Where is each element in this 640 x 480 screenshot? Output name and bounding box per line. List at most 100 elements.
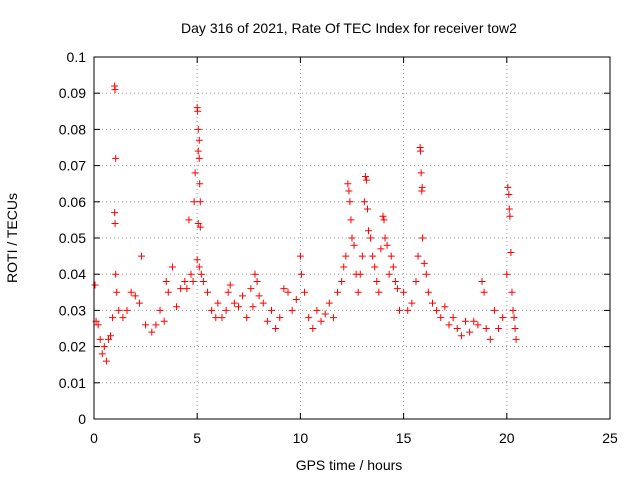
data-point: [196, 180, 204, 188]
grid-lines: [94, 57, 610, 419]
data-point: [284, 288, 292, 296]
data-point: [194, 107, 202, 115]
data-point: [505, 191, 513, 199]
data-point: [243, 314, 251, 322]
x-tick-label: 10: [293, 430, 309, 446]
y-tick-label: 0.02: [59, 339, 86, 355]
data-point: [195, 136, 203, 144]
data-point: [280, 285, 288, 293]
data-point: [276, 314, 284, 322]
data-point: [185, 216, 193, 224]
data-point: [272, 325, 280, 332]
data-point: [263, 317, 271, 325]
y-tick-label: 0.01: [59, 375, 86, 391]
data-point: [466, 328, 474, 336]
data-point: [162, 277, 170, 285]
data-point: [395, 306, 403, 314]
data-point: [194, 125, 202, 133]
x-axis-label: GPS time / hours: [296, 457, 403, 473]
data-point: [183, 285, 191, 293]
data-point: [445, 321, 453, 329]
data-point: [127, 288, 135, 296]
data-point: [408, 299, 416, 307]
data-point: [194, 220, 202, 228]
data-point: [379, 212, 387, 220]
y-tick-label: 0.06: [59, 194, 86, 210]
data-point: [437, 314, 445, 322]
data-point: [512, 335, 520, 343]
data-point: [251, 270, 259, 278]
data-point: [100, 343, 108, 351]
data-point: [94, 321, 102, 329]
data-point: [247, 285, 255, 293]
data-point: [181, 277, 189, 285]
data-point: [380, 216, 388, 224]
data-point: [91, 281, 99, 289]
data-point: [196, 223, 204, 231]
x-tick-label: 25: [602, 430, 618, 446]
data-point: [255, 292, 263, 300]
data-point: [422, 270, 430, 278]
data-point: [305, 314, 313, 322]
chart-title: Day 316 of 2021, Rate Of TEC Index for r…: [181, 20, 517, 36]
data-point: [321, 310, 329, 318]
data-point: [96, 335, 104, 343]
data-point: [358, 252, 366, 260]
data-point: [509, 306, 517, 314]
data-point: [208, 306, 216, 314]
data-point: [224, 288, 232, 296]
data-point: [508, 288, 516, 296]
data-point: [259, 299, 267, 307]
y-tick-label: 0.03: [59, 302, 86, 318]
x-tick-label: 15: [396, 430, 412, 446]
data-point: [417, 147, 425, 155]
x-tick-label: 0: [90, 430, 98, 446]
data-point: [104, 335, 112, 343]
data-point: [204, 288, 212, 296]
data-point: [239, 292, 247, 300]
data-point: [152, 321, 160, 329]
data-point: [107, 332, 115, 340]
data-point: [404, 306, 412, 314]
data-point: [385, 270, 393, 278]
data-point: [115, 306, 123, 314]
y-tick-label: 0.05: [59, 230, 86, 246]
data-point: [367, 234, 375, 242]
data-point: [142, 321, 150, 329]
data-point: [197, 270, 205, 278]
data-point: [510, 314, 518, 322]
data-point: [173, 303, 181, 311]
data-point: [230, 299, 238, 307]
data-point: [249, 303, 257, 311]
data-point: [457, 332, 465, 340]
data-point: [449, 314, 457, 322]
data-point: [191, 169, 199, 177]
data-point: [160, 317, 168, 325]
data-point: [417, 169, 425, 177]
data-point: [168, 263, 176, 271]
data-point: [381, 234, 389, 242]
data-point: [507, 248, 515, 256]
data-point: [137, 252, 145, 260]
data-point: [234, 303, 242, 311]
data-point: [195, 263, 203, 271]
data-points: [91, 82, 520, 365]
y-tick-label: 0: [78, 411, 86, 427]
data-point: [389, 263, 397, 271]
data-point: [391, 277, 399, 285]
data-point: [253, 277, 261, 285]
data-point: [288, 306, 296, 314]
data-point: [387, 252, 395, 260]
data-point: [194, 147, 202, 155]
data-point: [462, 317, 470, 325]
data-point: [148, 328, 156, 336]
data-point: [506, 212, 514, 220]
y-tick-label: 0.07: [59, 158, 86, 174]
data-point: [369, 252, 377, 260]
data-point: [111, 86, 119, 94]
data-point: [499, 314, 507, 322]
y-tick-label: 0.04: [59, 266, 86, 282]
data-point: [362, 176, 370, 184]
data-point: [356, 270, 364, 278]
data-point: [226, 281, 234, 289]
